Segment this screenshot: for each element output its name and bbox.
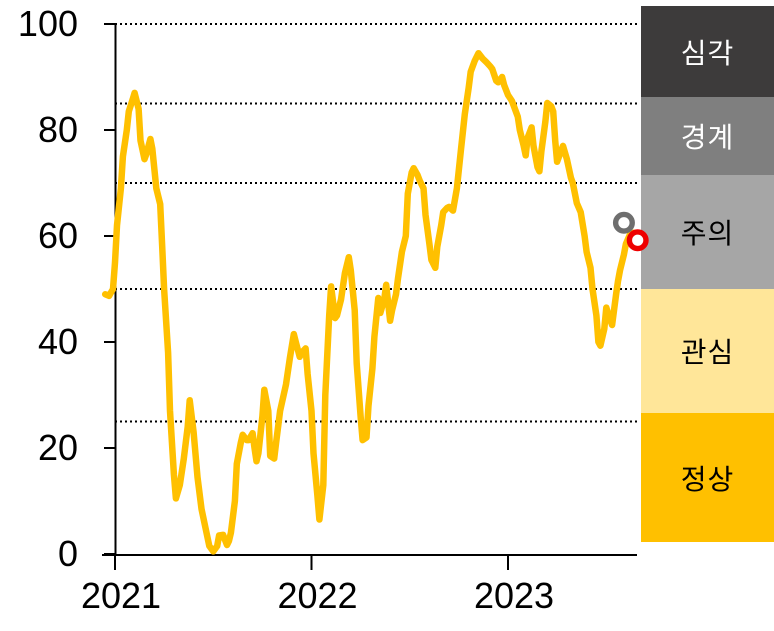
zone-label-severe: 심각 <box>680 37 735 69</box>
index-line <box>101 49 639 555</box>
zone-band-attention: 관심 <box>641 289 774 413</box>
zone-label-normal: 정상 <box>680 463 735 495</box>
y-tick-label-0: 0 <box>58 533 78 574</box>
zone-band-normal: 정상 <box>641 413 774 542</box>
zone-label-attention: 관심 <box>680 337 735 368</box>
y-tick-label-100: 100 <box>18 3 78 44</box>
zone-band-caution: 주의 <box>641 175 774 289</box>
x-tick-label-2021: 2021 <box>81 575 161 616</box>
latest-point-marker <box>626 229 649 252</box>
y-tick-label-60: 60 <box>38 215 78 256</box>
y-tick-label-20: 20 <box>38 427 78 468</box>
y-tick-label-40: 40 <box>38 321 78 362</box>
zone-band-alert: 경계 <box>641 97 774 175</box>
zone-label-caution: 주의 <box>680 218 735 249</box>
zone-label-alert: 경계 <box>680 122 735 153</box>
x-tick-label-2023: 2023 <box>474 575 554 616</box>
previous-point-marker <box>612 211 635 234</box>
zone-band-severe: 심각 <box>641 6 774 97</box>
x-tick-label-2022: 2022 <box>277 575 357 616</box>
y-tick-label-80: 80 <box>38 109 78 150</box>
